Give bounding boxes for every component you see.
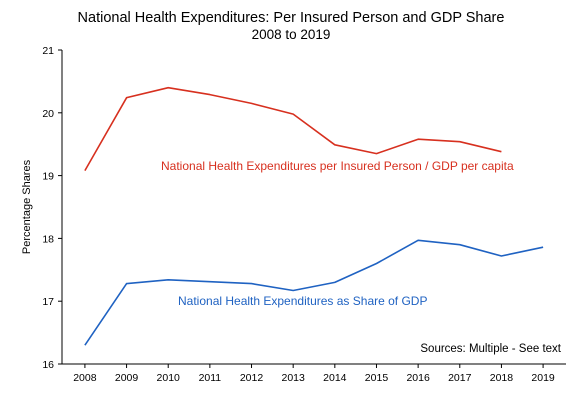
- series-layer: [84, 86, 544, 346]
- x-tick-label: 2010: [157, 372, 181, 384]
- y-tick-label: 19: [42, 171, 54, 183]
- y-tick-label: 17: [42, 296, 54, 308]
- x-tick-label: 2009: [115, 372, 139, 384]
- x-tick-label: 2016: [406, 372, 430, 384]
- y-tick-label: 21: [42, 45, 54, 57]
- series-label-gdp-share: National Health Expenditures as Share of…: [178, 294, 427, 308]
- series-line-1: [84, 239, 544, 346]
- x-tick-label: 2013: [281, 372, 305, 384]
- axes: 16 17 18 19 20 21 2008 2009 2010 2011 2012 2013 2014…: [42, 45, 566, 384]
- x-tick-label: 2018: [490, 372, 514, 384]
- y-axis-label: Percentage Shares: [21, 159, 33, 254]
- x-tick-label: 2017: [448, 372, 472, 384]
- y-tick-label: 20: [42, 108, 54, 120]
- sources-note: Sources: Multiple - See text: [420, 343, 561, 355]
- y-tick-label: 16: [42, 359, 54, 371]
- x-tick-label: 2008: [73, 372, 97, 384]
- x-tick-label: 2015: [365, 372, 389, 384]
- chart-title: National Health Expenditures: Per Insure…: [78, 10, 505, 26]
- series-line-0: [84, 86, 502, 171]
- x-tick-label: 2014: [323, 372, 347, 384]
- x-tick-label: 2011: [199, 372, 222, 384]
- chart-subtitle: 2008 to 2019: [252, 27, 331, 42]
- y-tick-label: 18: [42, 233, 54, 245]
- x-tick-label: 2012: [240, 372, 264, 384]
- series-label-per-insured: National Health Expenditures per Insured…: [161, 159, 514, 173]
- x-tick-label: 2019: [531, 372, 555, 384]
